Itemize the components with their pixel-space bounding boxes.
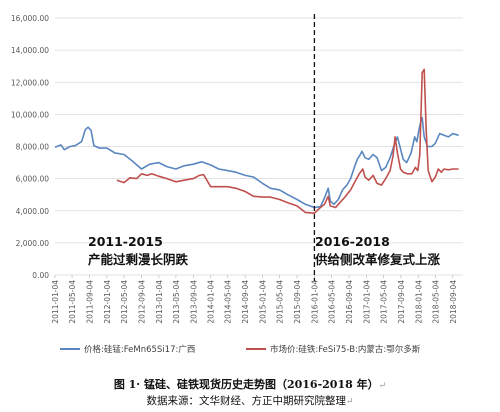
x-tick-label: 2016-05-04	[328, 280, 337, 324]
x-tick-label: 2016-01-04	[310, 280, 319, 324]
y-tick-label: 16,000.00	[11, 14, 49, 23]
y-tick-label: 2,000.00	[16, 239, 50, 248]
x-tick-label: 2012-01-04	[103, 280, 112, 324]
legend-label-fesi: 市场价:硅铁:FeSi75-B:内蒙古:鄂尔多斯	[270, 344, 421, 355]
y-tick-label: 6,000.00	[16, 175, 50, 184]
x-tick-label: 2018-05-04	[431, 280, 440, 324]
x-tick-label: 2011-05-04	[68, 280, 77, 324]
annotation-right-years: 2016-2018	[315, 234, 390, 249]
x-tick-label: 2017-09-04	[397, 280, 406, 324]
y-tick-label: 8,000.00	[16, 143, 50, 152]
x-tick-label: 2014-09-04	[241, 280, 250, 324]
femnsi-price-line	[54, 116, 459, 209]
price-line-chart: 0.00 2,000.00 4,000.00 6,000.00 8,000.00 10,0…	[11, 14, 463, 355]
x-tick-label: 2012-05-04	[120, 280, 129, 324]
caption-source-return-mark: ↵	[345, 397, 354, 407]
caption-source-text: 数据来源：文华财经、方正中期研究院整理	[146, 395, 346, 407]
annotation-left-years: 2011-2015	[88, 234, 163, 249]
caption-title-text: 图 1· 锰硅、硅铁现货历史走势图（2016-2018 年）	[113, 378, 379, 391]
x-tick-label: 2017-01-04	[362, 280, 371, 324]
x-tick-label: 2015-09-04	[293, 280, 302, 324]
x-tick-label: 2015-05-04	[276, 280, 285, 324]
y-tick-label: 14,000.00	[11, 46, 49, 55]
x-tick-label: 2017-05-04	[379, 280, 388, 324]
y-tick-label: 4,000.00	[16, 207, 50, 216]
x-tick-label: 2011-01-04	[51, 280, 60, 324]
x-tick-label: 2011-09-04	[86, 280, 95, 324]
x-tick-label: 2014-01-04	[207, 280, 216, 324]
x-tick-label: 2015-01-04	[259, 280, 268, 324]
annotation-left-text: 产能过剩漫长阴跌	[88, 252, 189, 267]
chart-caption-source: 数据来源：文华财经、方正中期研究院整理↵	[0, 393, 500, 408]
x-tick-label: 2018-01-04	[414, 280, 423, 324]
x-tick-label: 2012-09-04	[138, 280, 147, 324]
y-tick-label: 10,000.00	[11, 110, 49, 119]
x-tick-label: 2013-01-04	[155, 280, 164, 324]
chart-caption-title: 图 1· 锰硅、硅铁现货历史走势图（2016-2018 年）↵	[0, 376, 500, 392]
x-tick-label: 2018-09-04	[449, 280, 458, 324]
x-tick-label: 2016-09-04	[345, 280, 354, 324]
x-tick-label: 2014-05-04	[224, 280, 233, 324]
legend-label-femnsi: 价格:硅锰:FeMn65Si17:广西	[84, 344, 195, 355]
x-tick-label: 2013-05-04	[172, 280, 181, 324]
y-tick-label: 0.00	[32, 271, 49, 280]
x-tick-label: 2013-09-04	[189, 280, 198, 324]
caption-title-return-mark: ↵	[378, 381, 387, 391]
annotation-right-text: 供给侧改革修复式上涨	[314, 252, 441, 267]
fesi-price-line	[116, 68, 459, 214]
y-tick-label: 12,000.00	[11, 78, 49, 87]
